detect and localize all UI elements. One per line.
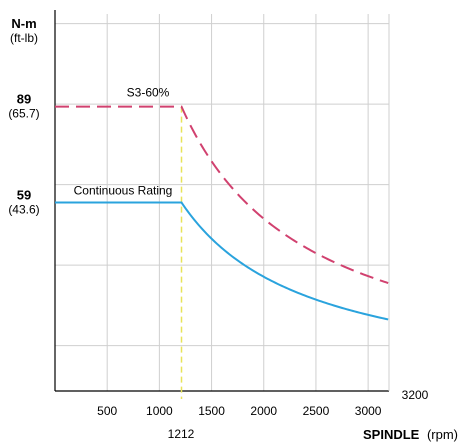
x-tick-label-5: 3000 bbox=[355, 404, 382, 418]
x-tick-label-0: 500 bbox=[97, 404, 117, 418]
series-label-1: Continuous Rating bbox=[74, 184, 173, 198]
grid bbox=[55, 14, 389, 391]
x-axis-label: SPINDLE (rpm) bbox=[363, 427, 458, 442]
series-line-1 bbox=[55, 201, 389, 321]
series-group bbox=[54, 105, 390, 321]
x-axis-label-bold: SPINDLE bbox=[363, 427, 420, 442]
x-extra-tick-label: 1212 bbox=[168, 427, 195, 441]
y-axis-label-metric: N-m bbox=[11, 16, 36, 31]
y-tick-imperial-0: (65.7) bbox=[8, 107, 39, 121]
x-tick-label-2: 1500 bbox=[198, 404, 225, 418]
axes bbox=[54, 10, 390, 392]
x-tick-label-4: 2500 bbox=[303, 404, 330, 418]
x-tick-label-3: 2000 bbox=[250, 404, 277, 418]
y-tick-metric-0: 89 bbox=[17, 92, 31, 107]
x-tick-label-1: 1000 bbox=[146, 404, 173, 418]
y-axis-label-imperial: (ft-lb) bbox=[10, 31, 38, 45]
x-axis-end-label: 3200 bbox=[402, 388, 429, 402]
x-axis-label-unit: (rpm) bbox=[427, 427, 458, 442]
labels-group: 500 1000 1500 2000 2500 3000 89(65.7) 59(43.6) S… bbox=[8, 86, 381, 418]
y-tick-imperial-1: (43.6) bbox=[8, 203, 39, 217]
y-tick-metric-1: 59 bbox=[17, 188, 31, 203]
series-line-0 bbox=[55, 105, 389, 284]
series-label-0: S3-60% bbox=[127, 86, 170, 100]
